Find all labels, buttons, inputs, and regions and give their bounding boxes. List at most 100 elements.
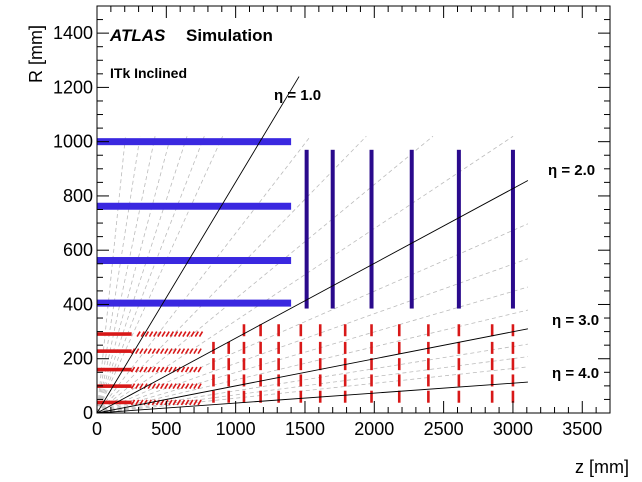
- x-tick-label: 3000: [493, 419, 533, 439]
- pixel-endcap-ring: [490, 358, 494, 371]
- pixel-inclined-module: [159, 366, 165, 373]
- subtitle: ITk Inclined: [110, 65, 187, 81]
- strip-barrel-layer: [97, 138, 292, 146]
- guide-line: [96, 223, 529, 414]
- pixel-endcap-ring: [343, 341, 347, 354]
- pixel-endcap-ring: [457, 324, 461, 337]
- pixel-endcap-ring: [277, 358, 280, 371]
- pixel-endcap-ring: [343, 374, 347, 387]
- eta-line: [96, 180, 529, 414]
- strip-endcap-disk: [409, 149, 414, 309]
- pixel-endcap-ring: [212, 390, 215, 403]
- pixel-barrel-layer: [97, 367, 132, 372]
- pixel-endcap-ring: [259, 390, 262, 403]
- pixel-endcap-ring: [277, 324, 280, 337]
- pixel-endcap-ring: [227, 341, 231, 354]
- pixel-inclined-module: [180, 366, 186, 373]
- pixel-endcap-ring: [457, 374, 461, 387]
- guide-line: [96, 135, 514, 414]
- pixel-inclined-module: [151, 348, 157, 355]
- pixel-endcap-ring: [490, 324, 494, 337]
- guide-line: [96, 135, 367, 414]
- pixel-inclined-module: [130, 348, 136, 355]
- pixel-inclined-module: [151, 399, 157, 406]
- pixel-endcap-ring: [212, 374, 215, 387]
- pixel-endcap-ring: [370, 374, 373, 387]
- pixel-endcap-ring: [259, 358, 262, 371]
- pixel-endcap-ring: [370, 341, 373, 354]
- pixel-inclined-module: [164, 383, 169, 390]
- pixel-endcap-ring: [511, 341, 515, 354]
- eta-line: [96, 328, 529, 414]
- pixel-endcap-ring: [277, 341, 280, 354]
- pixel-inclined-module: [193, 348, 198, 355]
- guide-line: [96, 136, 223, 414]
- pixel-endcap-ring: [242, 390, 246, 403]
- pixel-inclined-module: [139, 348, 144, 355]
- pixel-barrel-layer: [97, 384, 132, 388]
- x-tick-label: 2500: [424, 419, 464, 439]
- pixel-endcap-ring: [511, 374, 515, 387]
- pixel-endcap-ring: [397, 324, 401, 337]
- pixel-inclined-module: [155, 383, 161, 390]
- pixel-endcap-ring: [397, 341, 401, 354]
- pixel-endcap-ring: [397, 390, 401, 403]
- guide-line: [96, 135, 311, 414]
- strip-endcap-disk: [510, 149, 515, 309]
- pixel-inclined-module: [169, 331, 175, 337]
- pixel-inclined-module: [173, 331, 179, 337]
- pixel-endcap-ring: [299, 374, 303, 387]
- pixel-inclined-module: [197, 399, 202, 406]
- y-tick-label: 1400: [53, 23, 93, 43]
- pixel-endcap-ring: [212, 358, 215, 371]
- guide-line: [96, 136, 205, 414]
- y-tick-label: 200: [63, 349, 93, 369]
- pixel-inclined-module: [180, 383, 186, 390]
- strip-barrel-layer: [97, 257, 292, 265]
- pixel-inclined-module: [139, 383, 144, 390]
- pixel-inclined-module: [184, 348, 190, 355]
- pixel-inclined-module: [161, 331, 166, 337]
- pixel-endcap-ring: [318, 324, 322, 337]
- detector-modules: [97, 138, 515, 406]
- guide-line: [96, 136, 126, 414]
- pixel-endcap-ring: [227, 374, 231, 387]
- pixel-endcap-ring: [299, 390, 303, 403]
- pixel-inclined-module: [168, 383, 173, 390]
- pixel-inclined-module: [168, 399, 173, 406]
- pixel-inclined-module: [136, 331, 141, 337]
- experiment-label: ATLAS: [109, 26, 166, 45]
- pixel-inclined-module: [193, 366, 198, 373]
- pixel-inclined-module: [143, 366, 148, 373]
- pixel-endcap-ring: [227, 390, 231, 403]
- pixel-inclined-module: [140, 331, 145, 337]
- pixel-inclined-module: [193, 399, 198, 406]
- pixel-barrel-layer: [97, 332, 132, 336]
- pixel-barrel-layer: [97, 349, 132, 353]
- x-tick-label: 500: [151, 419, 181, 439]
- pixel-inclined-module: [189, 399, 194, 406]
- x-tick-label: 0: [92, 419, 102, 439]
- pixel-inclined-module: [172, 399, 177, 406]
- pixel-inclined-module: [197, 348, 202, 355]
- pixel-inclined-module: [184, 399, 190, 406]
- status-label: Simulation: [186, 26, 273, 45]
- guide-line: [96, 136, 141, 414]
- pixel-endcap-ring: [343, 390, 347, 403]
- pixel-inclined-module: [168, 348, 173, 355]
- pixel-inclined-module: [164, 366, 169, 373]
- y-tick-label: 400: [63, 294, 93, 314]
- pixel-endcap-ring: [370, 358, 373, 371]
- pixel-endcap-ring: [457, 341, 461, 354]
- guide-line: [96, 366, 528, 414]
- pixel-inclined-module: [155, 366, 161, 373]
- guide-line: [96, 309, 529, 414]
- eta-label: η = 2.0: [548, 162, 595, 179]
- pixel-endcap-ring: [490, 341, 494, 354]
- pixel-inclined-module: [198, 331, 204, 337]
- pixel-endcap-ring: [457, 390, 461, 403]
- pixel-inclined-module: [151, 383, 157, 390]
- axes: 0 500 1000 1500 2000 2500 3000 3500 0 200 400 600 80…: [53, 5, 611, 439]
- y-tick-label: 600: [63, 240, 93, 260]
